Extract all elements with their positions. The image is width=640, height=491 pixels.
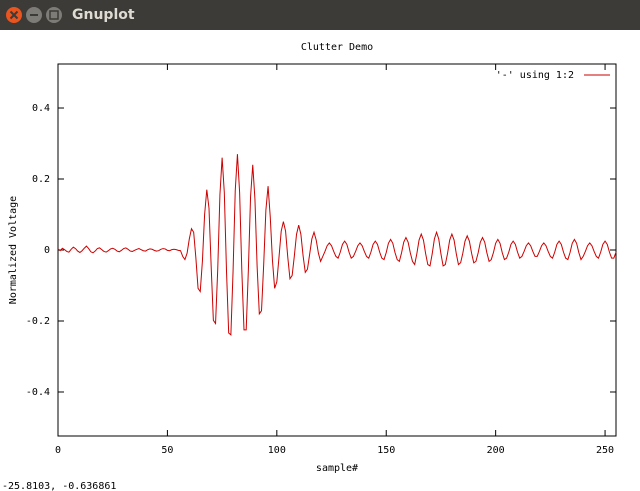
maximize-button[interactable] xyxy=(46,7,62,23)
y-axis-label: Normalized Voltage xyxy=(8,196,19,304)
y-tick-label: -0.4 xyxy=(26,387,50,398)
plot-border xyxy=(57,63,617,437)
x-tick-label: 50 xyxy=(161,445,173,456)
chart-title: Clutter Demo xyxy=(301,42,373,53)
window-title: Gnuplot xyxy=(72,7,135,23)
x-tick-label: 0 xyxy=(55,445,61,456)
x-tick-label: 150 xyxy=(377,445,395,456)
title-bar xyxy=(0,0,640,30)
y-tick-label: 0 xyxy=(44,245,50,256)
status-text: -25.8103, -0.636861 xyxy=(2,481,116,491)
data-line xyxy=(57,154,617,336)
x-tick-label: 100 xyxy=(268,445,286,456)
x-tick-label: 200 xyxy=(487,445,505,456)
plot-canvas xyxy=(0,30,640,475)
x-axis-label: sample# xyxy=(316,463,358,474)
legend-label: '-' using 1:2 xyxy=(496,70,574,81)
y-tick-label: 0.2 xyxy=(32,174,50,185)
y-tick-label: -0.2 xyxy=(26,316,50,327)
y-tick-label: 0.4 xyxy=(32,103,50,114)
maximize-icon xyxy=(49,10,59,20)
close-icon xyxy=(9,10,19,20)
x-tick-label: 250 xyxy=(596,445,614,456)
